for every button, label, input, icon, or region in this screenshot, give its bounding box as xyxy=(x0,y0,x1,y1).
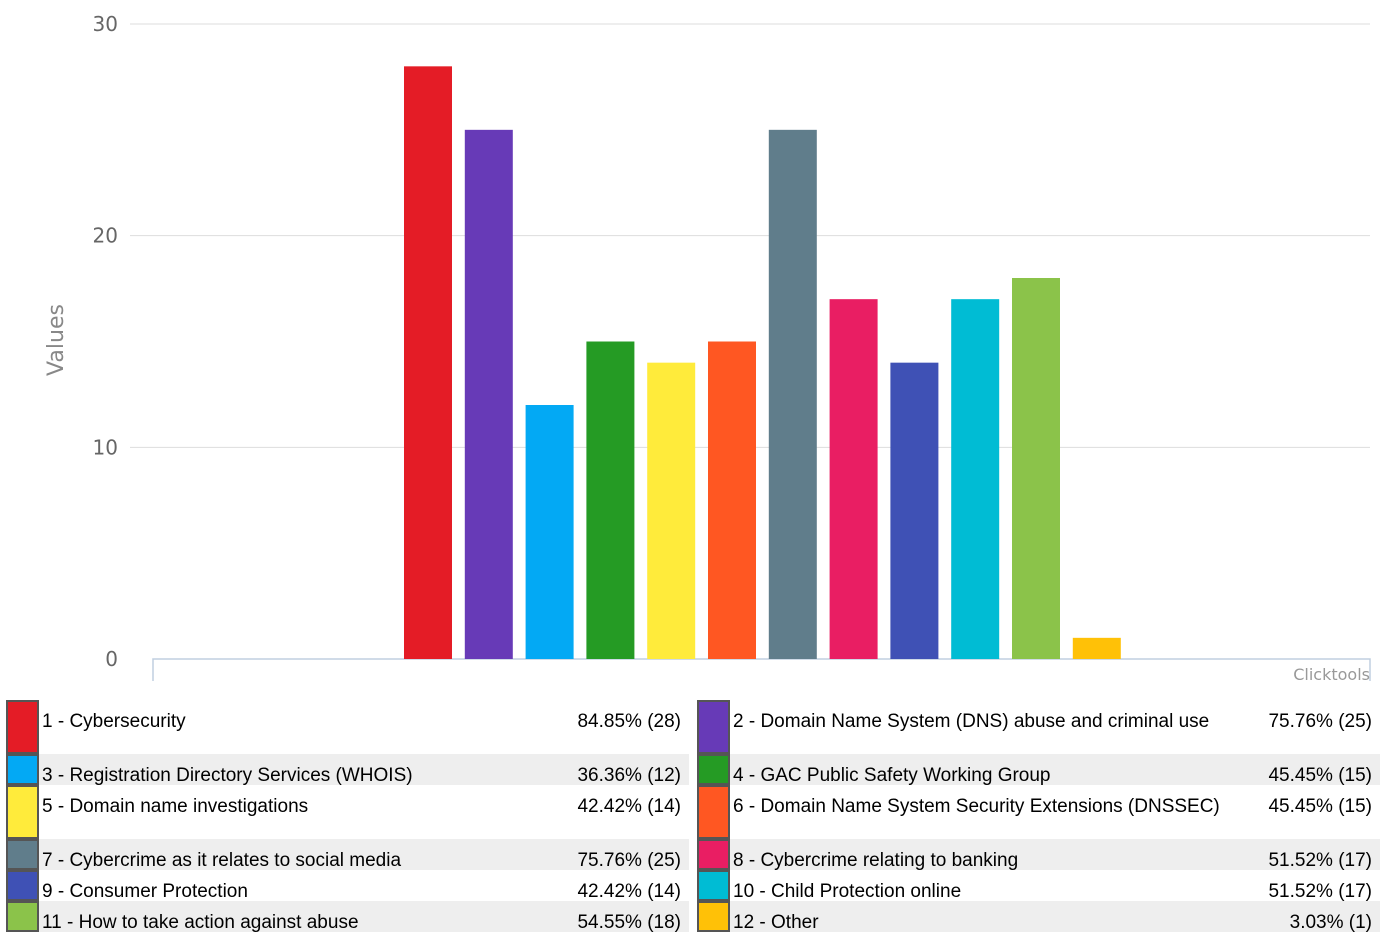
legend-swatch xyxy=(697,700,730,754)
legend-swatch xyxy=(697,870,730,901)
legend-swatch xyxy=(697,901,730,932)
legend-label: 8 - Cybercrime relating to banking xyxy=(733,850,1268,870)
legend-body: 12 - Other 3.03% (1) xyxy=(730,901,1380,932)
legend-body: 9 - Consumer Protection 42.42% (14) xyxy=(39,870,689,901)
legend-label: 10 - Child Protection online xyxy=(733,881,1268,901)
bar-4[interactable] xyxy=(586,342,634,660)
bar-8[interactable] xyxy=(830,299,878,659)
legend-item-2[interactable]: 2 - Domain Name System (DNS) abuse and c… xyxy=(697,700,1380,754)
legend-item-4[interactable]: 4 - GAC Public Safety Working Group 45.45… xyxy=(697,754,1380,785)
bar-10[interactable] xyxy=(951,299,999,659)
legend-swatch xyxy=(6,839,39,870)
legend-swatch xyxy=(697,785,730,839)
legend-swatch xyxy=(6,870,39,901)
legend-item-8[interactable]: 8 - Cybercrime relating to banking 51.52%… xyxy=(697,839,1380,870)
legend-item-3[interactable]: 3 - Registration Directory Services (WHO… xyxy=(6,754,689,785)
legend-body: 5 - Domain name investigations 42.42% (14… xyxy=(39,785,689,839)
bar-6[interactable] xyxy=(708,342,756,660)
bar-1[interactable] xyxy=(404,66,452,659)
legend-row: 9 - Consumer Protection 42.42% (14) 10 - C… xyxy=(6,870,1380,901)
y-tick-label: 30 xyxy=(93,12,118,36)
bar-7[interactable] xyxy=(769,130,817,659)
legend-body: 10 - Child Protection online 51.52% (17) xyxy=(730,870,1380,901)
legend-body: 2 - Domain Name System (DNS) abuse and c… xyxy=(730,700,1380,754)
legend-swatch xyxy=(6,785,39,839)
bar-12[interactable] xyxy=(1073,638,1121,659)
legend-item-1[interactable]: 1 - Cybersecurity 84.85% (28) xyxy=(6,700,689,754)
legend-value: 75.76% (25) xyxy=(577,850,681,870)
legend-row: 11 - How to take action against abuse 54.… xyxy=(6,901,1380,932)
legend-value: 45.45% (15) xyxy=(1268,796,1372,839)
legend-swatch xyxy=(697,754,730,785)
legend-body: 8 - Cybercrime relating to banking 51.52%… xyxy=(730,839,1380,870)
legend-value: 51.52% (17) xyxy=(1268,881,1372,901)
chart-credit[interactable]: Clicktools xyxy=(1293,665,1370,684)
legend-item-12[interactable]: 12 - Other 3.03% (1) xyxy=(697,901,1380,932)
y-axis-title: Values xyxy=(44,304,69,376)
legend-swatch xyxy=(6,901,39,932)
legend-value: 75.76% (25) xyxy=(1268,711,1372,754)
legend-swatch xyxy=(6,754,39,785)
legend-swatch xyxy=(6,700,39,754)
legend-value: 42.42% (14) xyxy=(577,796,681,839)
legend-label: 9 - Consumer Protection xyxy=(42,881,577,901)
legend-item-5[interactable]: 5 - Domain name investigations 42.42% (14… xyxy=(6,785,689,839)
x-axis-line xyxy=(153,659,1370,681)
legend-item-7[interactable]: 7 - Cybercrime as it relates to social m… xyxy=(6,839,689,870)
legend-item-6[interactable]: 6 - Domain Name System Security Extensio… xyxy=(697,785,1380,839)
y-tick-label: 10 xyxy=(93,435,118,459)
legend-item-9[interactable]: 9 - Consumer Protection 42.42% (14) xyxy=(6,870,689,901)
legend-item-11[interactable]: 11 - How to take action against abuse 54.… xyxy=(6,901,689,932)
legend-row: 7 - Cybercrime as it relates to social m… xyxy=(6,839,1380,870)
legend-label: 3 - Registration Directory Services (WHO… xyxy=(42,765,577,785)
legend-label: 5 - Domain name investigations xyxy=(42,796,577,839)
legend-body: 11 - How to take action against abuse 54.… xyxy=(39,901,689,932)
legend-value: 84.85% (28) xyxy=(577,711,681,754)
legend-value: 54.55% (18) xyxy=(577,912,681,932)
legend-body: 6 - Domain Name System Security Extensio… xyxy=(730,785,1380,839)
chart-legend: 1 - Cybersecurity 84.85% (28) 2 - Domain N… xyxy=(6,700,1380,932)
legend-body: 4 - GAC Public Safety Working Group 45.45… xyxy=(730,754,1380,785)
legend-value: 3.03% (1) xyxy=(1290,912,1372,932)
legend-item-10[interactable]: 10 - Child Protection online 51.52% (17) xyxy=(697,870,1380,901)
bars xyxy=(404,66,1121,659)
legend-value: 36.36% (12) xyxy=(577,765,681,785)
y-tick-label: 20 xyxy=(93,224,118,248)
legend-label: 6 - Domain Name System Security Extensio… xyxy=(733,796,1268,839)
legend-value: 42.42% (14) xyxy=(577,881,681,901)
legend-label: 11 - How to take action against abuse xyxy=(42,912,577,932)
bar-9[interactable] xyxy=(890,363,938,659)
legend-label: 12 - Other xyxy=(733,912,1290,932)
legend-label: 1 - Cybersecurity xyxy=(42,711,577,754)
y-axis-ticks: 0 10 20 30 xyxy=(93,12,118,671)
bar-5[interactable] xyxy=(647,363,695,659)
legend-row: 1 - Cybersecurity 84.85% (28) 2 - Domain N… xyxy=(6,700,1380,754)
legend-row: 3 - Registration Directory Services (WHO… xyxy=(6,754,1380,785)
bar-3[interactable] xyxy=(526,405,574,659)
legend-row: 5 - Domain name investigations 42.42% (14… xyxy=(6,785,1380,839)
legend-value: 51.52% (17) xyxy=(1268,850,1372,870)
legend-label: 4 - GAC Public Safety Working Group xyxy=(733,765,1268,785)
legend-body: 1 - Cybersecurity 84.85% (28) xyxy=(39,700,689,754)
legend-value: 45.45% (15) xyxy=(1268,765,1372,785)
legend-label: 7 - Cybercrime as it relates to social m… xyxy=(42,850,577,870)
bar-chart: 0 10 20 30 Values Clicktools xyxy=(0,0,1388,700)
bar-2[interactable] xyxy=(465,130,513,659)
legend-label: 2 - Domain Name System (DNS) abuse and c… xyxy=(733,711,1268,754)
legend-swatch xyxy=(697,839,730,870)
legend-body: 3 - Registration Directory Services (WHO… xyxy=(39,754,689,785)
legend-body: 7 - Cybercrime as it relates to social m… xyxy=(39,839,689,870)
y-tick-label: 0 xyxy=(105,647,118,671)
bar-11[interactable] xyxy=(1012,278,1060,659)
